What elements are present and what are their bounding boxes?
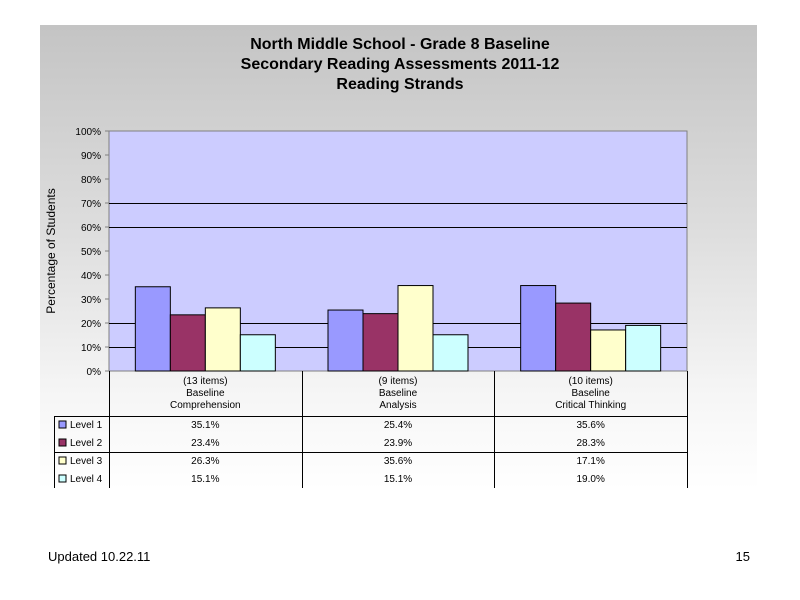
- bar: [625, 324, 662, 372]
- data-label: 15.1%: [384, 474, 412, 485]
- bar: [555, 302, 592, 372]
- legend-key: [58, 438, 67, 447]
- y-tick-label: 0%: [87, 367, 102, 378]
- category-label: (10 items): [568, 376, 612, 387]
- bar: [134, 286, 171, 372]
- data-label: 15.1%: [191, 474, 219, 485]
- data-label: 35.6%: [576, 420, 604, 431]
- category-label: (9 items): [379, 376, 418, 387]
- y-tick-label: 30%: [81, 295, 101, 306]
- legend-label: Level 2: [70, 438, 103, 449]
- y-tick-label: 10%: [81, 343, 101, 354]
- bar: [432, 334, 469, 372]
- chart-title-line-1: North Middle School - Grade 8 Baseline: [250, 36, 550, 53]
- y-tick-label: 80%: [81, 175, 101, 186]
- y-tick-label: 40%: [81, 271, 101, 282]
- legend-key: [58, 420, 67, 429]
- bar: [520, 285, 557, 372]
- category-label: Baseline: [571, 388, 610, 399]
- bar: [362, 313, 399, 372]
- data-label: 26.3%: [191, 456, 219, 467]
- data-label: 35.1%: [191, 420, 219, 431]
- y-tick-label: 20%: [81, 319, 101, 330]
- bar: [397, 285, 434, 372]
- y-tick-label: 50%: [81, 247, 101, 258]
- chart-title-line-3: Reading Strands: [336, 76, 464, 93]
- bar: [239, 334, 276, 372]
- category-label: Critical Thinking: [555, 400, 626, 411]
- bar: [204, 307, 241, 372]
- legend-key: [58, 474, 67, 483]
- data-label: 28.3%: [576, 438, 604, 449]
- data-label: 23.9%: [384, 438, 412, 449]
- y-axis-label: Percentage of Students: [44, 188, 58, 313]
- y-tick-label: 70%: [81, 199, 101, 210]
- updated-date: Updated 10.22.11: [48, 549, 151, 564]
- data-label: 23.4%: [191, 438, 219, 449]
- y-tick-label: 100%: [75, 127, 101, 138]
- bar: [327, 309, 364, 372]
- category-label: Baseline: [186, 388, 225, 399]
- legend-key: [58, 456, 67, 465]
- bar: [590, 329, 627, 372]
- category-label: Baseline: [379, 388, 418, 399]
- data-label: 17.1%: [576, 456, 604, 467]
- data-label: 25.4%: [384, 420, 412, 431]
- category-label: (13 items): [183, 376, 227, 387]
- y-tick-label: 60%: [81, 223, 101, 234]
- legend-label: Level 3: [70, 456, 103, 467]
- chart-title-line-2: Secondary Reading Assessments 2011-12: [240, 56, 560, 73]
- bar: [169, 314, 206, 372]
- data-label: 19.0%: [576, 474, 604, 485]
- category-label: Comprehension: [170, 400, 241, 411]
- legend-label: Level 1: [70, 420, 103, 431]
- legend-label: Level 4: [70, 474, 103, 485]
- page-number: 15: [735, 549, 750, 564]
- data-label: 35.6%: [384, 456, 412, 467]
- category-label: Analysis: [379, 400, 416, 411]
- y-tick-label: 90%: [81, 151, 101, 162]
